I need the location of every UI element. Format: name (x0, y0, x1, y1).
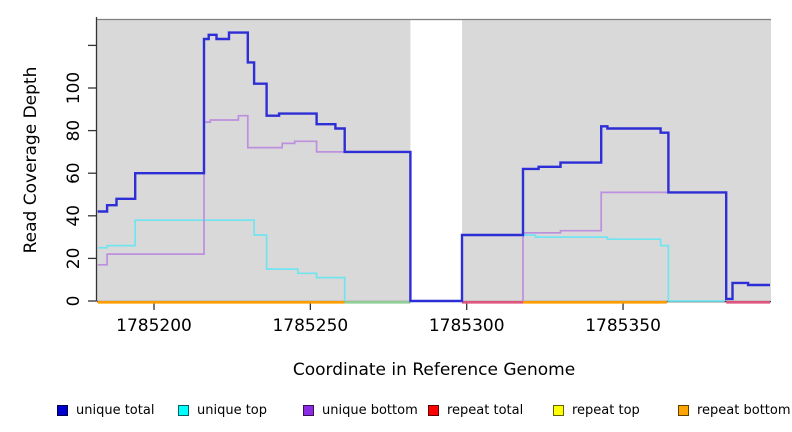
y-tick-label: 0 (64, 296, 84, 307)
legend-swatch-repeat-top (553, 404, 564, 416)
legend-item-repeat-total: repeat total (428, 399, 523, 421)
legend-swatch-unique-top (178, 404, 189, 416)
y-tick-label: 40 (64, 205, 84, 227)
legend-label: unique top (197, 402, 268, 418)
x-tick-label: 1785250 (272, 316, 348, 336)
legend-item-unique-total: unique total (57, 399, 154, 421)
y-tick-label: 20 (64, 248, 84, 270)
series-unique-total (97, 31, 770, 303)
x-tick-label: 1785200 (116, 316, 192, 336)
legend-item-repeat-top: repeat top (553, 399, 640, 421)
legend: unique total unique top unique bottom re… (0, 399, 792, 425)
y-tick-label: 60 (64, 162, 84, 184)
legend-swatch-repeat-total (428, 404, 439, 416)
y-tick-label: 100 (64, 72, 84, 104)
x-axis-title: Coordinate in Reference Genome (292, 360, 576, 380)
legend-swatch-unique-bottom (303, 404, 314, 416)
y-tick-label: 80 (64, 120, 84, 142)
legend-label: unique bottom (322, 402, 418, 418)
y-axis-title: Read Coverage Depth (21, 66, 41, 254)
legend-label: repeat top (572, 402, 640, 418)
legend-label: repeat bottom (697, 402, 791, 418)
legend-item-unique-top: unique top (178, 399, 267, 421)
legend-item-unique-bottom: unique bottom (303, 399, 418, 421)
x-tick-label: 1785350 (585, 316, 661, 336)
x-tick-label: 1785300 (429, 316, 505, 336)
legend-swatch-repeat-bottom (678, 404, 689, 416)
legend-label: unique total (76, 402, 155, 418)
masked-region (410, 20, 463, 308)
legend-label: repeat total (447, 402, 524, 418)
legend-item-repeat-bottom: repeat bottom (678, 399, 791, 421)
legend-swatch-unique-total (57, 404, 68, 416)
